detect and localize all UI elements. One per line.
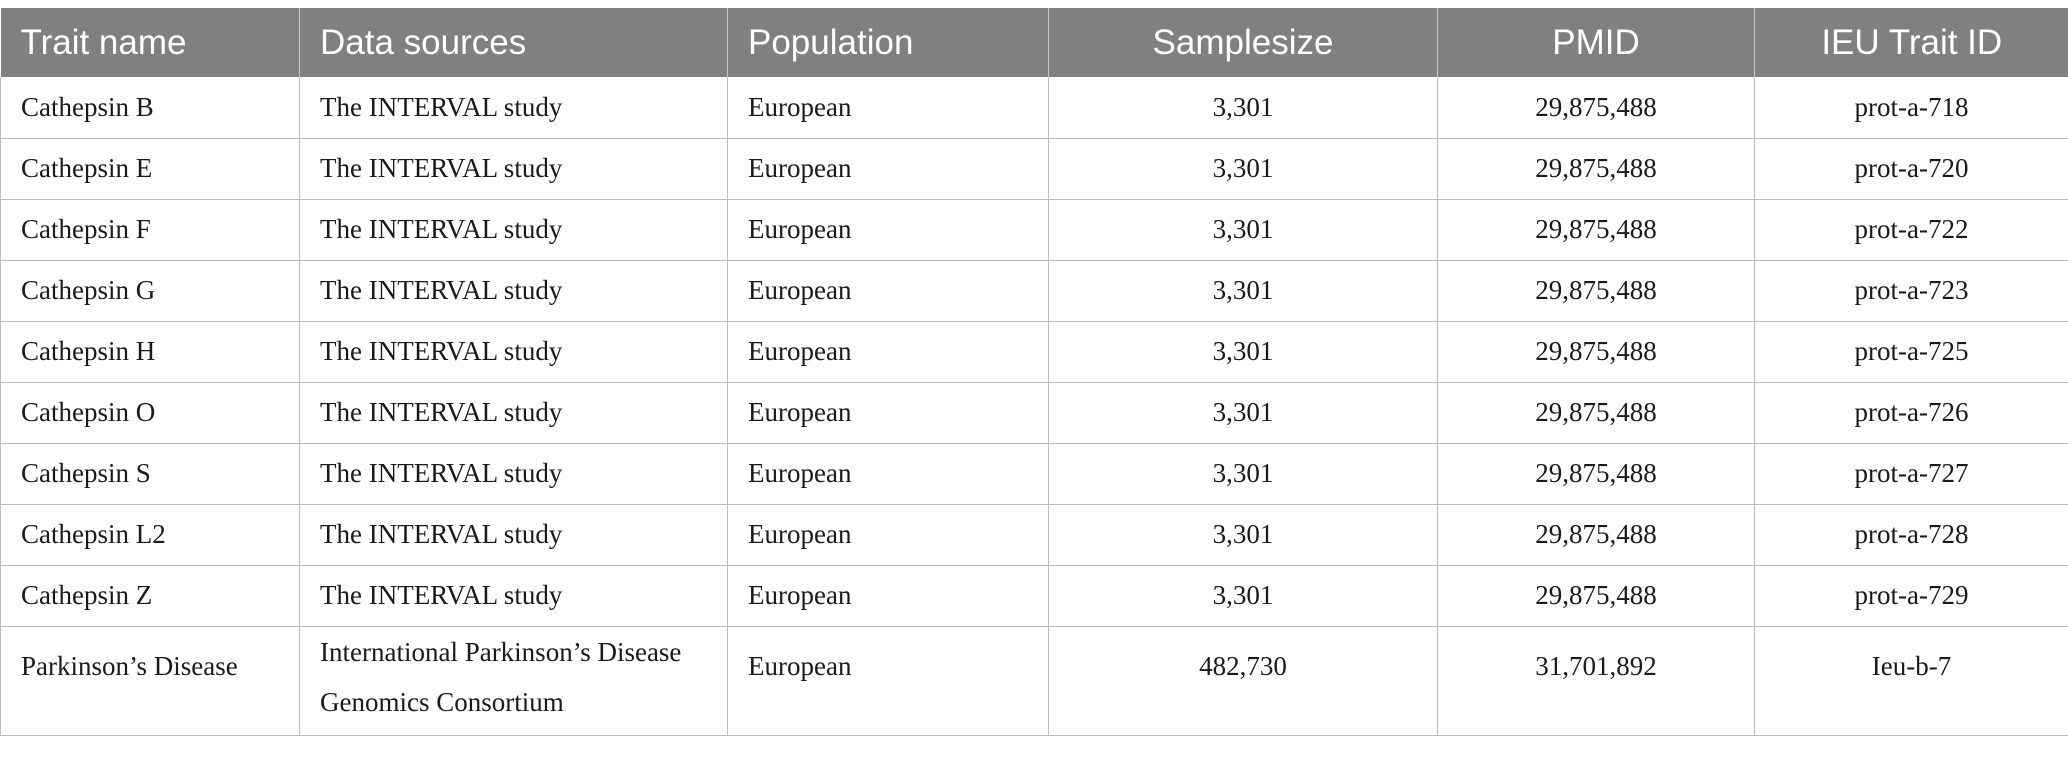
table-row: Cathepsin G The INTERVAL study European … [0, 260, 2068, 322]
cell-ieu-trait-id: prot-a-722 [1754, 199, 2068, 261]
data-table: Trait name Data sources Population Sampl… [0, 8, 2068, 736]
cell-trait-name: Cathepsin H [0, 321, 300, 383]
column-header-data-sources: Data sources [299, 8, 728, 77]
table-row: Parkinson’s Disease International Parkin… [0, 626, 2068, 736]
cell-pmid: 29,875,488 [1437, 382, 1755, 444]
cell-ieu-trait-id: prot-a-720 [1754, 138, 2068, 200]
cell-population: European [727, 626, 1049, 736]
cell-pmid: 31,701,892 [1437, 626, 1755, 736]
cell-population: European [727, 77, 1049, 139]
column-header-population: Population [727, 8, 1049, 77]
column-header-ieu-trait-id: IEU Trait ID [1821, 22, 2003, 62]
cell-ieu-trait-id: prot-a-729 [1754, 565, 2068, 627]
cell-population: European [727, 260, 1049, 322]
cell-pmid: 29,875,488 [1437, 138, 1755, 200]
cell-data-source: The INTERVAL study [299, 138, 728, 200]
cell-ieu-trait-id: Ieu-b-7 [1754, 626, 2068, 736]
cell-samplesize: 482,730 [1048, 626, 1438, 736]
cell-ieu-trait-id: prot-a-725 [1754, 321, 2068, 383]
cell-samplesize: 3,301 [1048, 77, 1438, 139]
cell-population: European [727, 138, 1049, 200]
cell-data-source: The INTERVAL study [299, 321, 728, 383]
cell-pmid: 29,875,488 [1437, 565, 1755, 627]
cell-trait-name: Cathepsin Z [0, 565, 300, 627]
header-row: Trait name Data sources Population Sampl… [0, 8, 2068, 77]
table-row: Cathepsin E The INTERVAL study European … [0, 138, 2068, 200]
cell-samplesize: 3,301 [1048, 443, 1438, 505]
table-row: Cathepsin B The INTERVAL study European … [0, 77, 2068, 139]
cell-population: European [727, 321, 1049, 383]
cell-samplesize: 3,301 [1048, 504, 1438, 566]
table-row: Cathepsin Z The INTERVAL study European … [0, 565, 2068, 627]
cell-pmid: 29,875,488 [1437, 321, 1755, 383]
cell-population: European [727, 504, 1049, 566]
cell-data-source: The INTERVAL study [299, 504, 728, 566]
cell-trait-name: Parkinson’s Disease [0, 626, 300, 736]
cell-data-source: The INTERVAL study [299, 260, 728, 322]
cell-ieu-trait-id: prot-a-727 [1754, 443, 2068, 505]
cell-samplesize: 3,301 [1048, 260, 1438, 322]
table-row: Cathepsin L2 The INTERVAL study European… [0, 504, 2068, 566]
table-row: Cathepsin O The INTERVAL study European … [0, 382, 2068, 444]
cell-trait-name: Cathepsin F [0, 199, 300, 261]
column-header-trait-name: Trait name [0, 8, 300, 77]
cell-data-source: International Parkinson’s Disease Genomi… [299, 626, 728, 736]
column-header-samplesize: Samplesize [1048, 8, 1438, 77]
table-row: Cathepsin S The INTERVAL study European … [0, 443, 2068, 505]
cell-ieu-trait-id: prot-a-723 [1754, 260, 2068, 322]
cell-ieu-trait-id: prot-a-718 [1754, 77, 2068, 139]
cell-samplesize: 3,301 [1048, 382, 1438, 444]
cell-samplesize: 3,301 [1048, 199, 1438, 261]
cell-pmid: 29,875,488 [1437, 504, 1755, 566]
cell-ieu-trait-id: prot-a-726 [1754, 382, 2068, 444]
cell-ieu-trait-id: prot-a-728 [1754, 504, 2068, 566]
cell-trait-name: Cathepsin O [0, 382, 300, 444]
cell-samplesize: 3,301 [1048, 321, 1438, 383]
cell-data-source: The INTERVAL study [299, 199, 728, 261]
cell-trait-name: Cathepsin B [0, 77, 300, 139]
cell-pmid: 29,875,488 [1437, 77, 1755, 139]
cell-data-source: The INTERVAL study [299, 443, 728, 505]
column-header-pmid: PMID [1437, 8, 1755, 77]
cell-population: European [727, 382, 1049, 444]
table-row: Cathepsin F The INTERVAL study European … [0, 199, 2068, 261]
cell-population: European [727, 199, 1049, 261]
cell-population: European [727, 443, 1049, 505]
cell-data-source: The INTERVAL study [299, 77, 728, 139]
cell-trait-name: Cathepsin S [0, 443, 300, 505]
table-row: Cathepsin H The INTERVAL study European … [0, 321, 2068, 383]
cell-data-source: The INTERVAL study [299, 382, 728, 444]
cell-pmid: 29,875,488 [1437, 199, 1755, 261]
cell-samplesize: 3,301 [1048, 565, 1438, 627]
cell-pmid: 29,875,488 [1437, 260, 1755, 322]
cell-population: European [727, 565, 1049, 627]
cell-samplesize: 3,301 [1048, 138, 1438, 200]
cell-pmid: 29,875,488 [1437, 443, 1755, 505]
cell-trait-name: Cathepsin L2 [0, 504, 300, 566]
cell-data-source: The INTERVAL study [299, 565, 728, 627]
cell-trait-name: Cathepsin E [0, 138, 300, 200]
cell-trait-name: Cathepsin G [0, 260, 300, 322]
